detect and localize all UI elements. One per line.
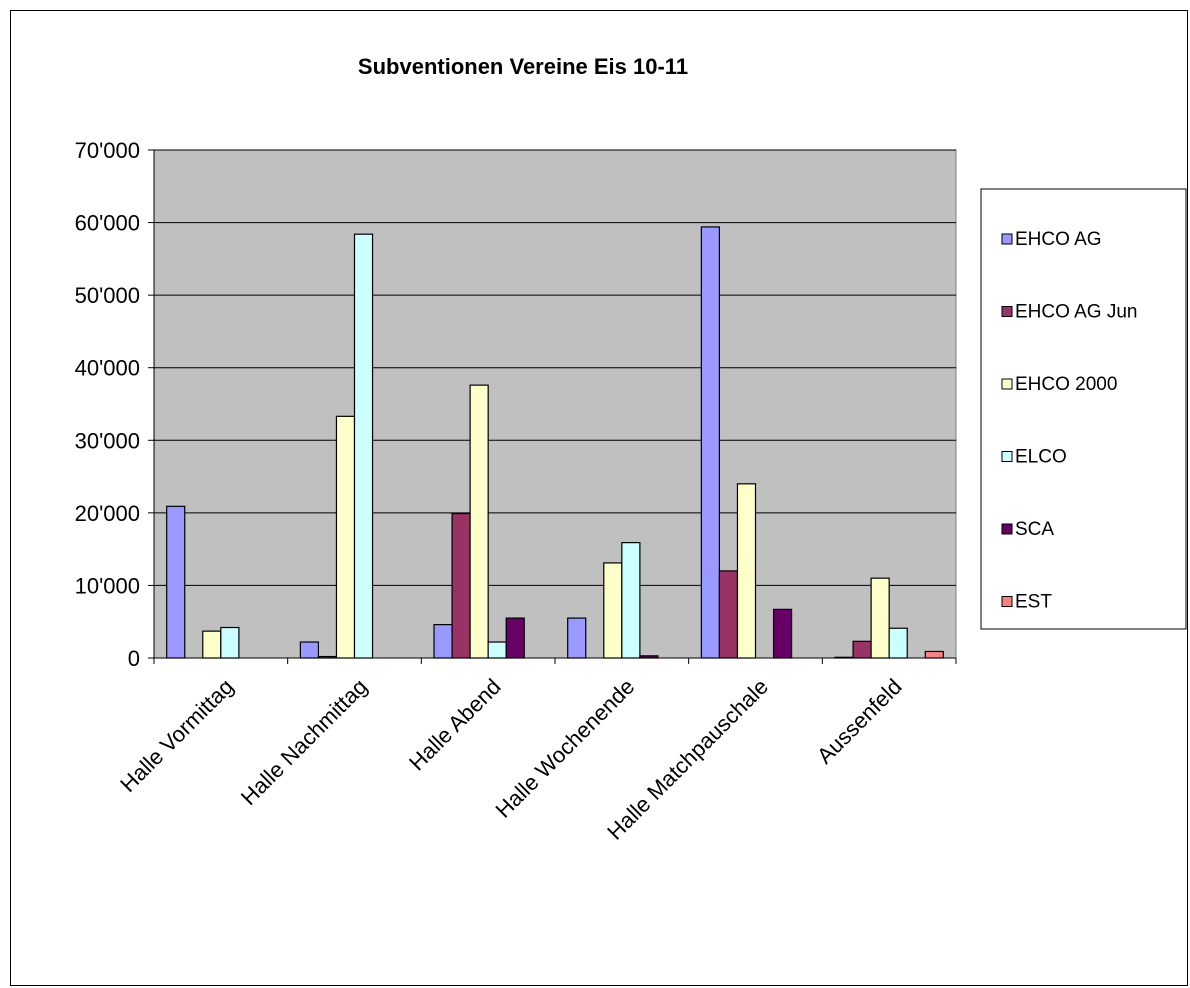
legend-label: EST [1015, 592, 1052, 613]
plot-background [153, 149, 957, 659]
legend-swatch [1001, 306, 1013, 317]
legend-label: EHCO 2000 [1015, 374, 1117, 395]
bar [603, 562, 623, 659]
y-tick-label: 20'000 [75, 501, 140, 526]
bar [888, 627, 908, 659]
legend-label: SCA [1015, 519, 1054, 540]
x-tick-label: Halle Vormittag [115, 674, 238, 797]
y-tick-label: 70'000 [75, 138, 140, 163]
bar [451, 512, 471, 659]
legend-swatch [1001, 233, 1013, 245]
y-tick-label: 0 [128, 646, 140, 671]
legend: EHCO AG EHCO AG Jun EHCO 2000 ELCO SCA EST [980, 188, 1187, 630]
bar [621, 542, 641, 659]
y-tick-label: 40'000 [75, 356, 140, 381]
bar [834, 656, 854, 659]
bar [487, 641, 507, 659]
bar [166, 505, 186, 659]
bar [700, 226, 721, 659]
bar [505, 617, 525, 659]
bar [718, 570, 739, 659]
bar [852, 640, 872, 659]
bar [220, 626, 240, 659]
bar [433, 624, 453, 659]
x-tick-label: Halle Nachmittag [236, 674, 372, 810]
bar [870, 577, 890, 659]
legend-box [980, 188, 1187, 630]
y-tick-label: 30'000 [75, 428, 140, 453]
legend-swatch [1001, 596, 1013, 607]
y-tick-label: 50'000 [75, 283, 140, 308]
bar [353, 233, 374, 659]
bar [335, 415, 356, 659]
bar [469, 384, 489, 659]
bar [567, 617, 587, 659]
chart-title: Subventionen Vereine Eis 10-11 [358, 54, 688, 79]
x-tick-label: Aussenfeld [812, 674, 907, 769]
bar [639, 655, 659, 659]
legend-swatch [1001, 451, 1013, 462]
bar [299, 641, 320, 659]
bar [317, 655, 338, 659]
legend-swatch [1001, 523, 1013, 535]
legend-label: EHCO AG [1015, 229, 1102, 250]
plot-area: 0 10'000 20'000 30'000 40'000 50'000 60'000 70'… [75, 138, 957, 845]
bar [924, 650, 944, 659]
bar [202, 630, 222, 659]
bar [736, 483, 757, 659]
legend-label: EHCO AG Jun [1015, 302, 1138, 323]
bar [772, 608, 793, 659]
x-tick-label: Halle Abend [404, 674, 506, 776]
legend-label: ELCO [1015, 447, 1067, 468]
y-tick-label: 10'000 [75, 573, 140, 598]
y-tick-label: 60'000 [75, 211, 140, 236]
x-tick-label: Halle Wochenende [491, 674, 640, 823]
legend-swatch [1001, 378, 1013, 390]
